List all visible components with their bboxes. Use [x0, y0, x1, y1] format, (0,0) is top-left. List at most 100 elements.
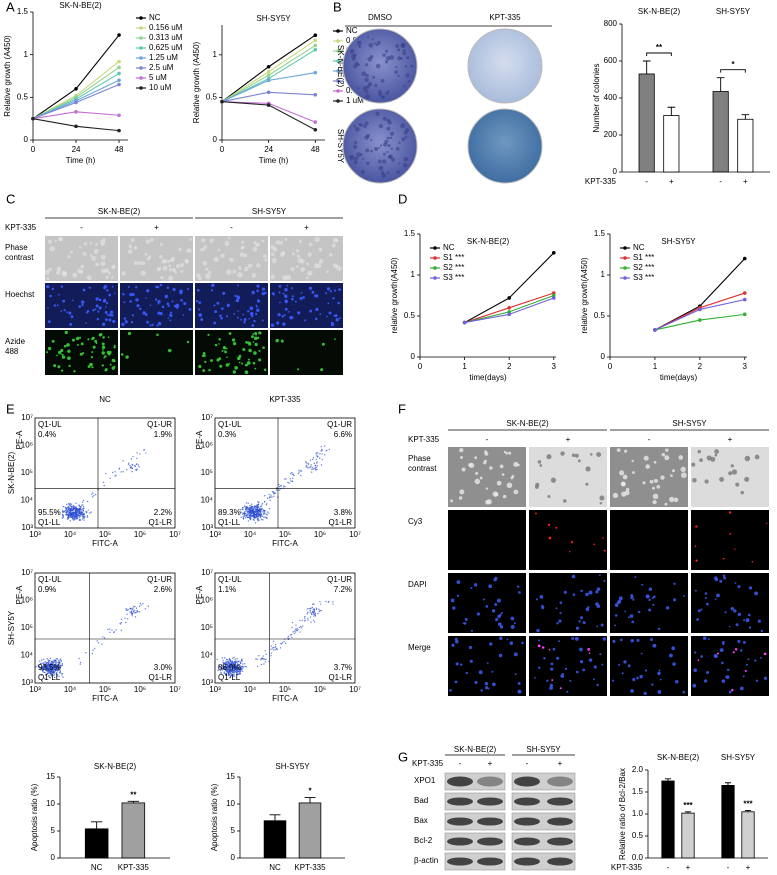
event	[245, 666, 247, 668]
x-tick-label: 10⁶	[314, 685, 326, 694]
data-point	[313, 47, 318, 52]
event	[54, 661, 56, 664]
event	[61, 517, 64, 519]
event	[307, 617, 309, 620]
data-point	[266, 90, 271, 95]
event	[264, 661, 267, 663]
y-tick-label: 1.0	[632, 809, 644, 818]
cell	[588, 590, 593, 595]
cell	[330, 322, 335, 327]
quadrant-percentage: 88.0%	[218, 663, 241, 672]
event	[67, 505, 70, 507]
x-tick-label: 1	[462, 362, 467, 371]
cell	[459, 489, 465, 495]
cell	[454, 680, 458, 684]
event	[251, 506, 253, 508]
event	[254, 505, 257, 508]
row-label: SH-SY5Y	[7, 610, 16, 645]
cell	[159, 283, 163, 287]
legend-marker	[336, 39, 340, 43]
treatment-label: KPT-335	[5, 223, 37, 232]
event	[131, 613, 134, 615]
cell	[643, 455, 649, 461]
event	[266, 513, 268, 515]
event	[268, 493, 270, 496]
x-tick-label: 10³	[29, 685, 41, 694]
event	[133, 610, 136, 612]
cell	[248, 348, 252, 353]
event	[248, 508, 251, 510]
event	[49, 670, 51, 673]
y-tick-label: 0	[213, 135, 218, 144]
event	[224, 657, 226, 659]
event	[272, 649, 275, 651]
cell	[149, 304, 152, 307]
event	[291, 626, 293, 629]
data-point	[313, 70, 318, 75]
cell	[157, 268, 161, 272]
y-tick-label: 5	[51, 826, 56, 835]
cell	[73, 370, 76, 373]
cell	[167, 317, 170, 319]
data-point	[31, 116, 35, 121]
band	[447, 817, 473, 826]
event	[231, 660, 233, 663]
event	[264, 650, 267, 652]
event	[232, 670, 234, 672]
event	[312, 610, 314, 613]
event	[244, 510, 246, 513]
event	[54, 668, 56, 671]
cell	[216, 358, 220, 362]
event	[261, 511, 264, 513]
cell	[57, 350, 62, 355]
row-label: SH-SY5Y	[336, 129, 345, 164]
event	[52, 672, 54, 674]
cell	[714, 449, 720, 455]
quadrant-percentage: 0.4%	[38, 430, 56, 439]
event	[252, 516, 255, 519]
data-point	[117, 128, 121, 133]
cell	[228, 332, 232, 335]
cell	[207, 270, 212, 275]
legend-label: 2.5 uM	[149, 63, 174, 72]
micrograph	[448, 573, 526, 633]
event	[315, 458, 317, 461]
event	[120, 621, 123, 624]
event	[252, 512, 255, 514]
event	[271, 496, 273, 498]
event	[139, 453, 141, 455]
data-point	[313, 38, 318, 43]
cell	[137, 261, 142, 266]
cell	[168, 348, 172, 353]
event	[321, 458, 323, 461]
event	[76, 514, 78, 517]
cell	[220, 253, 225, 258]
cell	[548, 536, 552, 540]
cell	[593, 543, 595, 546]
cell	[338, 317, 341, 320]
group-label: SK-N-BE(2)	[98, 207, 141, 216]
event	[60, 672, 62, 674]
cell	[162, 265, 168, 271]
treatment-sign: -	[648, 435, 651, 444]
event	[131, 463, 134, 466]
cell	[734, 648, 738, 651]
cell	[51, 339, 55, 343]
cell	[196, 288, 200, 292]
colony	[365, 148, 370, 153]
event	[42, 670, 44, 673]
event	[246, 505, 248, 508]
legend-marker	[139, 56, 143, 60]
event	[248, 516, 250, 519]
cell	[91, 255, 97, 262]
colony	[377, 91, 383, 97]
cell	[706, 602, 709, 606]
cell	[464, 618, 468, 622]
cell	[203, 245, 208, 249]
event	[131, 470, 133, 473]
x-axis-label: Time (h)	[66, 156, 96, 165]
cell	[60, 285, 64, 288]
cell	[325, 292, 328, 295]
cell	[307, 270, 313, 276]
cell	[256, 284, 260, 288]
